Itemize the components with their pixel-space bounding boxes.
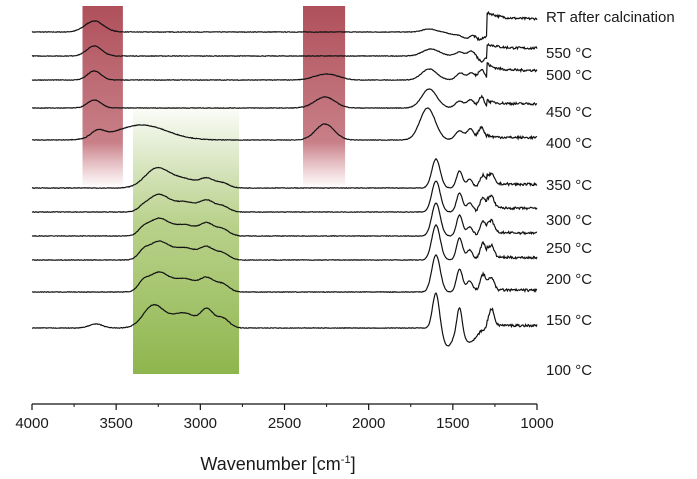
series-label: 500 °C	[546, 67, 592, 84]
highlight-bands	[82, 6, 346, 374]
x-tick-label: 1000	[520, 415, 553, 432]
series-label: RT after calcination	[546, 9, 675, 26]
spectrum-line	[31, 157, 538, 190]
series-label: 400 °C	[546, 135, 592, 152]
spectra-traces	[31, 10, 538, 347]
x-tick-label: 3000	[184, 415, 217, 432]
spectrum-line	[31, 253, 538, 294]
spectrum-line	[31, 180, 538, 214]
x-tick-label: 4000	[15, 415, 48, 432]
series-label: 150 °C	[546, 312, 592, 329]
spectrum-line	[32, 292, 538, 347]
series-label: 450 °C	[546, 104, 592, 121]
x-tick-label: 2000	[352, 415, 385, 432]
x-axis-title: Wavenumber [cm-1]	[200, 454, 355, 474]
series-labels: RT after calcination 550 °C 500 °C 450 °C 40…	[546, 9, 675, 379]
spectrum-line	[31, 202, 538, 238]
series-label: 350 °C	[546, 177, 592, 194]
series-label: 250 °C	[546, 240, 592, 257]
spectrum-line	[32, 88, 538, 110]
spectrum-line	[31, 62, 538, 82]
series-label: 300 °C	[546, 212, 592, 229]
spectrum-line	[32, 107, 538, 142]
highlight-band	[82, 6, 123, 188]
series-label: 550 °C	[546, 45, 592, 62]
series-label: 200 °C	[546, 271, 592, 288]
x-tick-label: 1500	[436, 415, 469, 432]
x-axis: 4000 3500 3000 2500 2000 1500 1000	[15, 403, 554, 432]
spectrum-line	[31, 42, 538, 63]
highlight-band	[133, 102, 240, 374]
x-tick-label: 3500	[99, 415, 132, 432]
x-tick-label: 2500	[268, 415, 301, 432]
spectrum-line	[31, 224, 538, 262]
spectrum-line	[31, 10, 538, 42]
series-label: 100 °C	[546, 362, 592, 379]
